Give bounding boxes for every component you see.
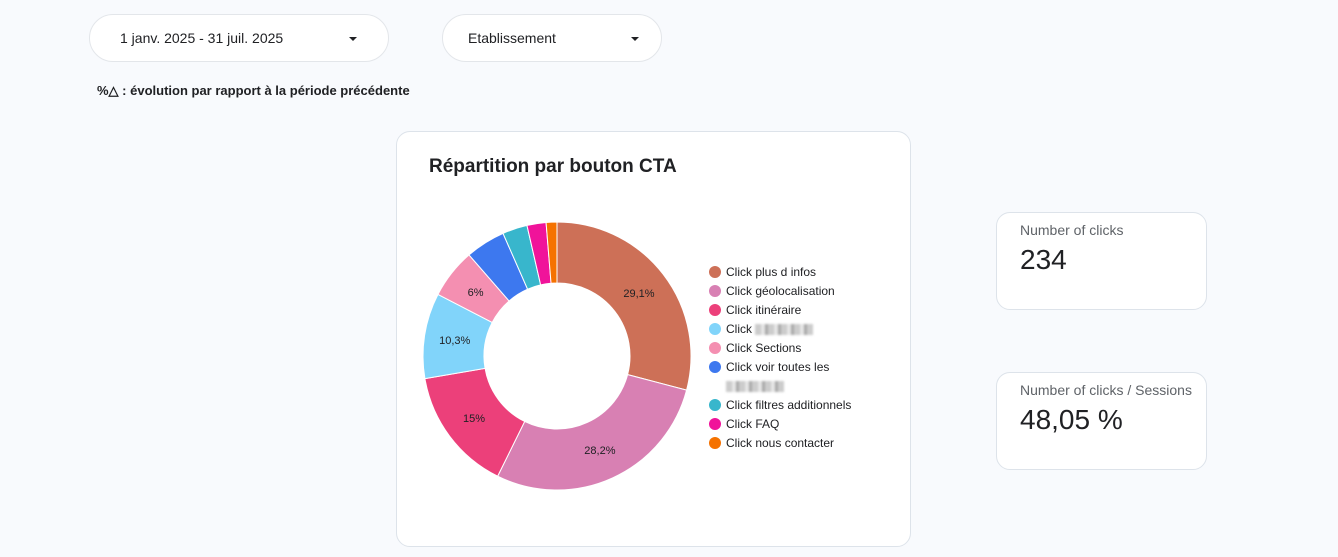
- date-range-value: 1 janv. 2025 - 31 juil. 2025: [120, 30, 284, 46]
- donut-slice[interactable]: [545, 221, 558, 284]
- legend-item[interactable]: Click voir toutes les: [709, 358, 851, 396]
- chart-title: Répartition par bouton CTA: [429, 156, 677, 177]
- slice-data-label: 29,1%: [623, 288, 654, 300]
- legend-label: Click Sections: [726, 341, 802, 355]
- kpi-clicks-per-session: Number of clicks / Sessions 48,05 %: [996, 372, 1207, 470]
- legend-label: Click voir toutes les: [726, 358, 829, 396]
- legend-swatch: [709, 266, 721, 278]
- legend-label: Click géolocalisation: [726, 284, 835, 298]
- legend-swatch: [709, 323, 721, 335]
- legend-swatch: [709, 304, 721, 316]
- redacted-text: [755, 324, 814, 336]
- legend-label: Click nous contacter: [726, 436, 835, 450]
- legend-item[interactable]: Click: [709, 320, 851, 339]
- legend-label: Click FAQ: [726, 417, 780, 431]
- donut-slice[interactable]: [556, 221, 692, 391]
- legend-swatch: [709, 399, 721, 411]
- legend-swatch: [709, 437, 721, 449]
- kpi-value: 48,05 %: [1020, 404, 1123, 435]
- establishment-value: Etablissement: [468, 30, 556, 46]
- legend-label: Click: [726, 320, 814, 339]
- kpi-label: Number of clicks: [1020, 222, 1124, 238]
- legend-swatch: [709, 285, 721, 297]
- slice-data-label: 10,3%: [439, 335, 470, 347]
- slice-data-label: 28,2%: [584, 445, 615, 457]
- kpi-clicks: Number of clicks 234: [996, 212, 1207, 310]
- chevron-down-icon: [349, 37, 357, 41]
- kpi-label: Number of clicks / Sessions: [1020, 382, 1192, 398]
- legend-item[interactable]: Click plus d infos: [709, 263, 851, 282]
- legend-swatch: [709, 342, 721, 354]
- legend-item[interactable]: Click Sections: [709, 339, 851, 358]
- legend-label: Click itinéraire: [726, 303, 802, 317]
- legend-item[interactable]: Click nous contacter: [709, 434, 851, 453]
- donut-slice[interactable]: [497, 373, 688, 491]
- redacted-text: [726, 381, 784, 393]
- establishment-dropdown[interactable]: Etablissement: [442, 14, 662, 62]
- date-range-dropdown[interactable]: 1 janv. 2025 - 31 juil. 2025: [89, 14, 389, 62]
- legend-swatch: [709, 418, 721, 430]
- legend-item[interactable]: Click filtres additionnels: [709, 396, 851, 415]
- legend-item[interactable]: Click FAQ: [709, 415, 851, 434]
- legend-item[interactable]: Click itinéraire: [709, 301, 851, 320]
- cta-chart-card: Répartition par bouton CTA 29,1% 28,2% 15%…: [396, 131, 911, 547]
- legend-item[interactable]: Click géolocalisation: [709, 282, 851, 301]
- kpi-value: 234: [1020, 244, 1067, 275]
- slice-data-label: 6%: [468, 287, 484, 299]
- chart-legend: Click plus d infos Click géolocalisation C…: [709, 263, 851, 453]
- evolution-note: %△ : évolution par rapport à la période …: [97, 83, 410, 98]
- legend-label: Click filtres additionnels: [726, 398, 852, 412]
- chevron-down-icon: [631, 37, 639, 41]
- slice-data-label: 15%: [463, 413, 485, 425]
- legend-swatch: [709, 361, 721, 373]
- donut-chart: 29,1% 28,2% 15% 10,3% 6%: [422, 221, 692, 491]
- legend-label: Click plus d infos: [726, 265, 817, 279]
